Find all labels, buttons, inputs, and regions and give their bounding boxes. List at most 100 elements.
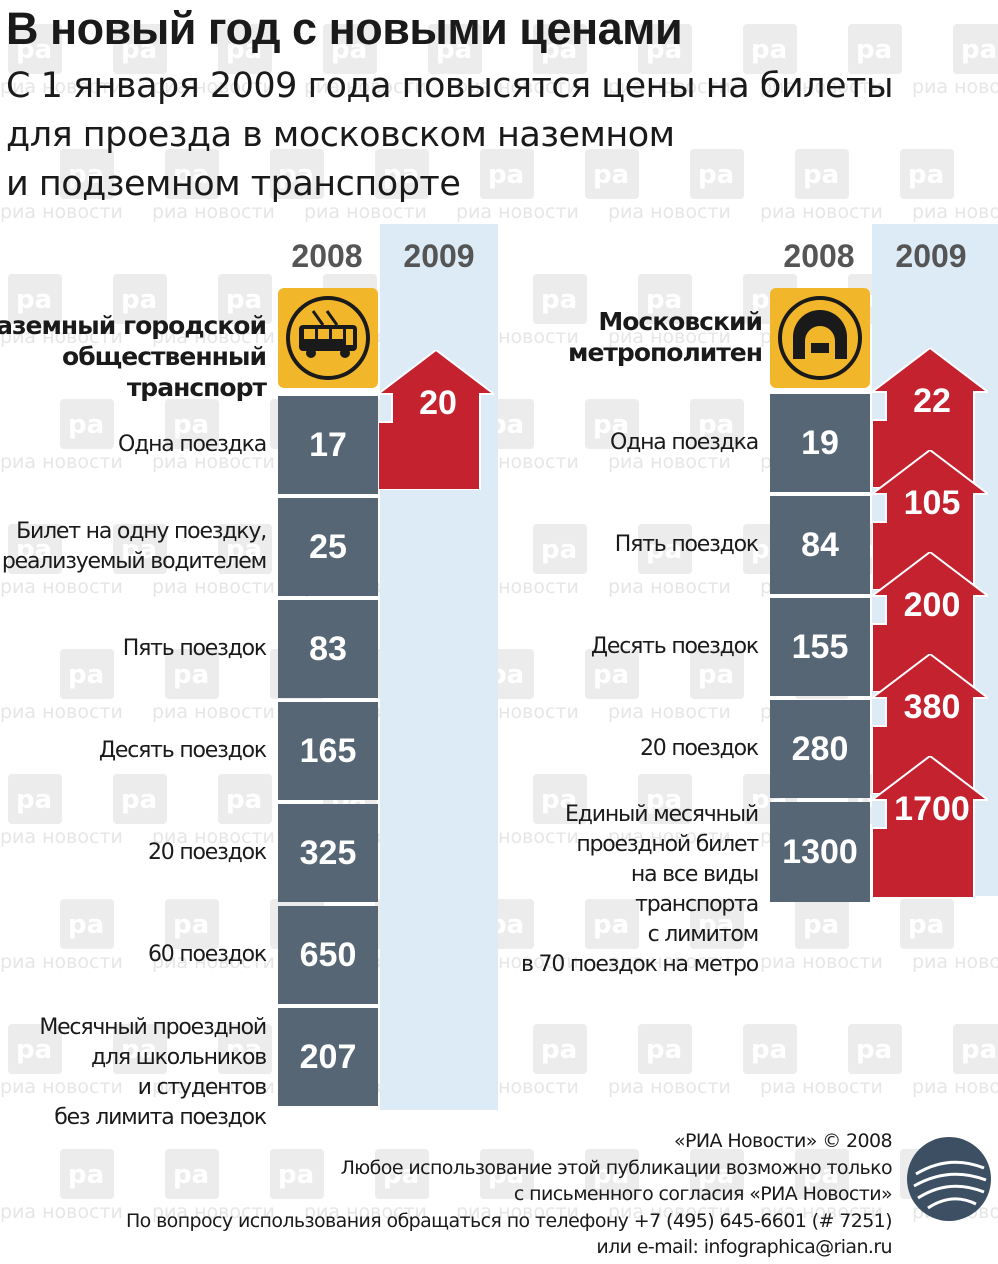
watermark-text: риа новости bbox=[760, 201, 883, 223]
svg-text:ра: ра bbox=[961, 1035, 997, 1065]
price-2008-cell: 84 bbox=[770, 496, 870, 594]
watermark-text: риа новости bbox=[608, 951, 731, 973]
row-label: Пять поездок bbox=[615, 530, 759, 560]
watermark-logo: ра bbox=[165, 399, 219, 449]
watermark-logo: ра bbox=[218, 774, 272, 824]
price-2008-cell: 155 bbox=[770, 598, 870, 696]
row-label: Месячный проездной для школьников и студен… bbox=[39, 1013, 267, 1133]
svg-text:ра: ра bbox=[226, 535, 262, 565]
svg-text:ра: ра bbox=[121, 1035, 157, 1065]
column-header-2008: 2008 bbox=[783, 238, 855, 274]
watermark-logo: ра bbox=[743, 24, 797, 74]
watermark-text: риа новости bbox=[608, 451, 731, 473]
price-2009-arrow: 1700 bbox=[872, 756, 988, 898]
price-2008-cell: 207 bbox=[278, 1008, 378, 1106]
watermark-logo: ра bbox=[953, 1024, 998, 1074]
watermark-text: риа новости bbox=[152, 1076, 275, 1098]
watermark-logo: ра bbox=[795, 899, 849, 949]
watermark-logo: ра bbox=[743, 1024, 797, 1074]
price-2008-cell: 280 bbox=[770, 700, 870, 798]
watermark-logo: ра bbox=[953, 24, 998, 74]
watermark-logo: ра bbox=[113, 24, 167, 74]
price-2008-cell: 1300 bbox=[770, 802, 870, 902]
watermark-text: риа новости bbox=[608, 826, 731, 848]
watermark-text: риа новости bbox=[0, 451, 123, 473]
subtitle-line: для проезда в московском наземном bbox=[6, 115, 675, 155]
svg-text:ра: ра bbox=[173, 910, 209, 940]
watermark-logo: ра bbox=[218, 274, 272, 324]
watermark-text: риа новости bbox=[608, 76, 731, 98]
subtitle-line: С 1 января 2009 года повысятся цены на б… bbox=[6, 66, 894, 106]
svg-text:ра: ра bbox=[383, 160, 419, 190]
svg-text:ра: ра bbox=[68, 910, 104, 940]
subtitle-line: и подземном транспорте bbox=[6, 164, 461, 204]
watermark-logo: ра bbox=[533, 524, 587, 574]
watermark-logo: ра bbox=[113, 774, 167, 824]
price-2008-cell: 650 bbox=[278, 906, 378, 1004]
watermark-logo: ра bbox=[323, 24, 377, 74]
watermark-text: риа новости bbox=[152, 76, 275, 98]
svg-text:ра: ра bbox=[698, 910, 734, 940]
watermark-logo: ра bbox=[585, 1149, 639, 1199]
watermark-logo: ра bbox=[690, 149, 744, 199]
watermark-text: риа новости bbox=[152, 201, 275, 223]
watermark-logo: ра bbox=[848, 24, 902, 74]
metro-tunnel-icon bbox=[778, 296, 862, 380]
watermark-logo: ра bbox=[8, 1024, 62, 1074]
price-2008-cell: 17 bbox=[278, 396, 378, 494]
watermark-logo: ра bbox=[690, 1149, 744, 1199]
footer-line: или e-mail: infographica@rian.ru bbox=[596, 1236, 892, 1258]
watermark-text: риа новости bbox=[0, 576, 123, 598]
watermark-logo: ра bbox=[848, 1024, 902, 1074]
row-label-line: Десять поездок bbox=[98, 738, 267, 763]
row-label: Одна поездка bbox=[609, 428, 759, 458]
price-2008-cell: 165 bbox=[278, 702, 378, 800]
svg-text:ра: ра bbox=[173, 660, 209, 690]
row-label-line: Билет на одну поездку, bbox=[16, 519, 267, 544]
price-2009-value: 20 bbox=[419, 384, 457, 422]
watermark-text: риа новости bbox=[760, 1076, 883, 1098]
svg-text:ра: ра bbox=[68, 660, 104, 690]
svg-text:ра: ра bbox=[698, 410, 734, 440]
row-label-line: с лимитом bbox=[647, 922, 760, 947]
svg-text:ра: ра bbox=[646, 1035, 682, 1065]
watermark-text: риа новости bbox=[0, 951, 123, 973]
watermark-logo: ра bbox=[585, 649, 639, 699]
svg-text:ра: ра bbox=[698, 660, 734, 690]
watermark-text: риа новости bbox=[912, 951, 998, 973]
price-2009-value: 200 bbox=[904, 586, 961, 624]
watermark-text: риа новости bbox=[608, 326, 731, 348]
svg-text:ра: ра bbox=[16, 285, 52, 315]
watermark-text: риа новости bbox=[304, 1201, 427, 1223]
svg-text:ра: ра bbox=[541, 285, 577, 315]
row-label: 60 поездок bbox=[148, 940, 267, 970]
svg-text:ра: ра bbox=[593, 910, 629, 940]
price-2009-arrow: 22 bbox=[872, 348, 988, 488]
watermark-text: риа новости bbox=[0, 1076, 123, 1098]
svg-text:ра: ра bbox=[646, 285, 682, 315]
watermark-text: риа новости bbox=[456, 1201, 579, 1223]
price-2009-value: 22 bbox=[913, 382, 951, 420]
watermark-logo: ра bbox=[218, 1024, 272, 1074]
row-label-line: проездной билет bbox=[576, 832, 759, 857]
row-label-line: Одна поездка bbox=[609, 430, 759, 455]
watermark-logo: ра bbox=[585, 399, 639, 449]
watermark-text: риа новости bbox=[152, 576, 275, 598]
row-label: Десять поездок bbox=[98, 736, 267, 766]
page-title: В новый год с новыми ценами bbox=[6, 3, 683, 54]
watermark-logo: ра bbox=[638, 524, 692, 574]
watermark-logo: ра bbox=[428, 24, 482, 74]
svg-text:ра: ра bbox=[488, 1160, 524, 1190]
row-label: 20 поездок bbox=[148, 838, 267, 868]
metro-title-line: Московский bbox=[598, 307, 763, 336]
watermark-logo: ра bbox=[480, 1149, 534, 1199]
watermark-logo: ра bbox=[690, 399, 744, 449]
ground-transport-title-line: Наземный городской bbox=[0, 311, 267, 340]
row-label-line: Единый месячный bbox=[565, 802, 759, 827]
watermark-text: риа новости bbox=[152, 326, 275, 348]
row-label: Десять поездок bbox=[591, 632, 759, 662]
watermark-text: риа новости bbox=[456, 76, 579, 98]
svg-text:ра: ра bbox=[751, 1035, 787, 1065]
row-label-line: без лимита поездок bbox=[54, 1105, 267, 1130]
ground-transport-title: Наземный городской общественный транспор… bbox=[0, 310, 267, 403]
